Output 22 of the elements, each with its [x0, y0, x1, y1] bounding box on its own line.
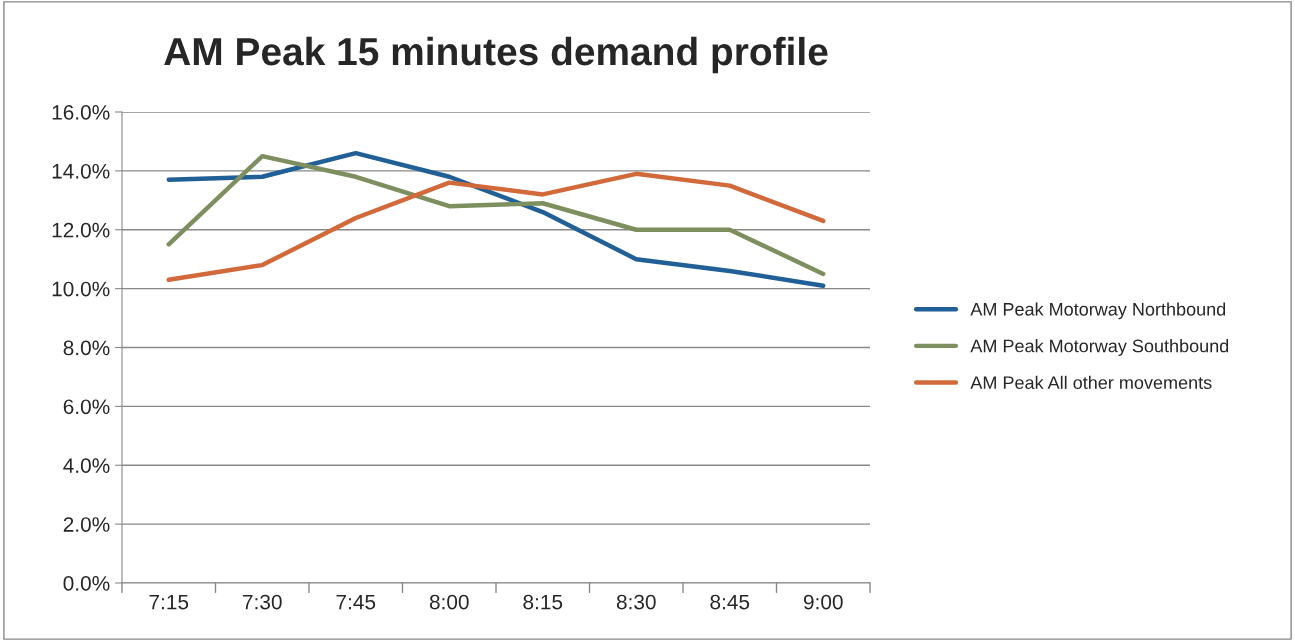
line-series [166, 171, 826, 283]
x-tick-label: 7:30 [243, 594, 282, 610]
y-tick-label: 6.0% [63, 399, 110, 415]
legend-label: AM Peak Motorway Southbound [970, 339, 1229, 356]
x-tick-label: 9:00 [803, 594, 843, 610]
legend-label: AM Peak All other movements [970, 375, 1212, 390]
x-tick-label: 8:00 [429, 594, 469, 610]
legend-label: AM Peak Motorway Northbound [970, 302, 1226, 320]
x-tick-label: 7:15 [149, 594, 189, 610]
y-tick-label: 2.0% [63, 517, 110, 532]
x-tick-label: 8:30 [616, 594, 656, 610]
chart-title: AM Peak 15 minutes demand profile [164, 36, 828, 74]
x-tick-label: 8:45 [710, 594, 750, 610]
x-tick-label: 8:15 [523, 594, 563, 610]
y-tick-label: 0.0% [63, 576, 110, 591]
y-tick-label: 12.0% [52, 222, 110, 238]
y-tick-label: 4.0% [63, 458, 110, 473]
y-tick-label: 16.0% [52, 105, 110, 120]
x-tick-label: 7:45 [336, 594, 376, 610]
y-tick-label: 14.0% [52, 163, 110, 179]
y-tick-label: 10.0% [52, 281, 110, 297]
y-tick-label: 8.0% [63, 340, 110, 356]
